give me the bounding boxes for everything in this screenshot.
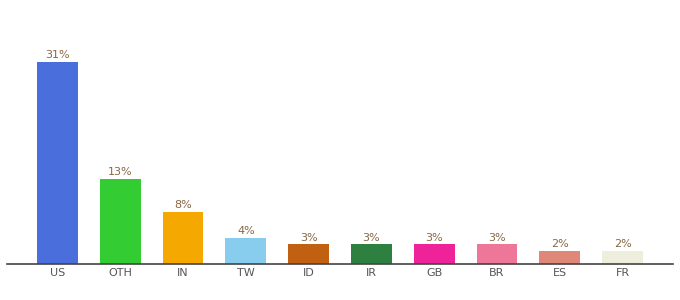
Text: 2%: 2% [613,239,632,249]
Text: 3%: 3% [426,232,443,242]
Bar [37,62,78,264]
Text: 4%: 4% [237,226,255,236]
Bar [288,244,329,264]
Text: 3%: 3% [300,232,318,242]
Bar [100,179,141,264]
Bar [602,251,643,264]
Bar [351,244,392,264]
Text: 8%: 8% [174,200,192,210]
Bar [163,212,203,264]
Bar [539,251,580,264]
Text: 31%: 31% [45,50,70,60]
Bar [477,244,517,264]
Text: 3%: 3% [362,232,380,242]
Text: 3%: 3% [488,232,506,242]
Bar [226,238,267,264]
Text: 2%: 2% [551,239,568,249]
Text: 13%: 13% [108,167,133,177]
Bar [413,244,454,264]
